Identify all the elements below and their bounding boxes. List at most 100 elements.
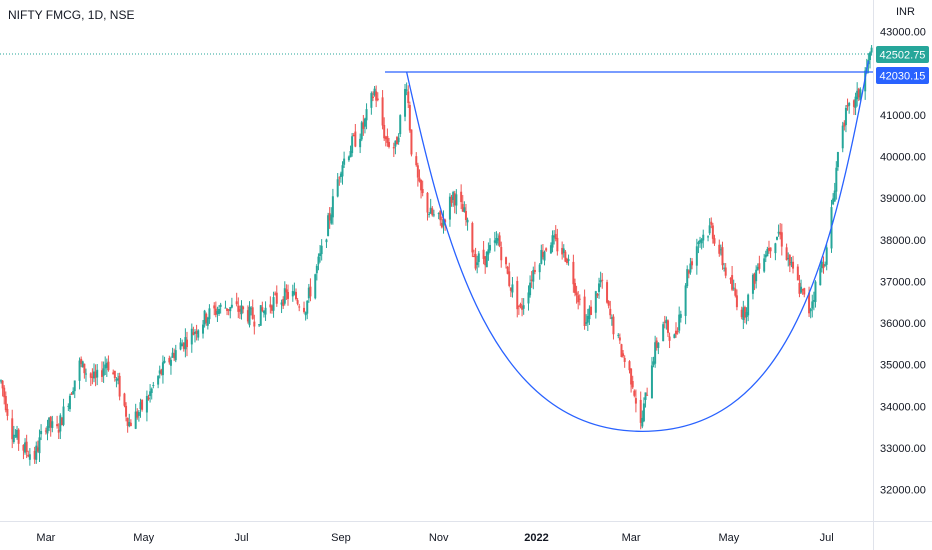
candle xyxy=(113,370,116,382)
candle xyxy=(500,241,503,268)
candle xyxy=(751,273,754,300)
candle xyxy=(251,299,254,320)
candle xyxy=(83,363,86,379)
candle xyxy=(328,207,331,229)
cup-curve[interactable] xyxy=(406,60,870,432)
candle xyxy=(16,425,19,440)
candle xyxy=(336,173,339,198)
candle xyxy=(161,355,164,384)
candle xyxy=(476,255,479,274)
candle xyxy=(618,333,621,345)
cup-drawings[interactable] xyxy=(385,60,873,432)
time-axis[interactable]: Mar May Jul Sep Nov 2022 Mar May Jul xyxy=(36,532,833,544)
candle xyxy=(695,238,698,275)
candle xyxy=(697,240,700,254)
chart-title: NIFTY FMCG, 1D, NSE xyxy=(8,8,134,22)
candle xyxy=(216,306,219,323)
price-axis[interactable]: 43000.0042000.0041000.0040000.0039000.00… xyxy=(880,27,926,497)
candle xyxy=(493,231,496,252)
candle xyxy=(650,357,653,399)
candle xyxy=(639,391,642,430)
candle xyxy=(495,231,498,246)
candle xyxy=(551,230,554,253)
candle xyxy=(428,212,431,218)
candle xyxy=(203,309,206,328)
candle xyxy=(408,101,411,133)
candle xyxy=(432,209,435,218)
candle xyxy=(293,282,296,296)
candle xyxy=(529,275,532,298)
candle xyxy=(418,169,421,183)
candle xyxy=(349,145,352,158)
candle xyxy=(634,389,637,413)
last-price-badge: 42502.75 xyxy=(876,46,929,63)
candle xyxy=(327,212,330,237)
candle xyxy=(868,51,871,69)
candle xyxy=(588,305,591,325)
candle xyxy=(484,256,487,274)
currency-label: INR xyxy=(896,6,915,18)
candle xyxy=(158,365,161,379)
candle xyxy=(185,331,188,357)
candle xyxy=(543,250,546,266)
candle xyxy=(774,242,777,261)
candle xyxy=(394,140,397,155)
candle xyxy=(453,190,456,214)
candle xyxy=(841,121,844,153)
candle xyxy=(157,374,160,389)
y-tick-label: 35000.00 xyxy=(880,360,926,372)
candle xyxy=(91,368,94,385)
candle xyxy=(375,85,378,108)
candle xyxy=(662,321,665,342)
candle xyxy=(800,279,803,294)
candle xyxy=(139,398,142,418)
candle xyxy=(652,356,655,368)
candle xyxy=(22,444,25,460)
candle xyxy=(227,309,230,316)
candle xyxy=(755,265,758,289)
candle xyxy=(416,162,419,187)
candle xyxy=(307,283,310,303)
candle xyxy=(179,337,182,351)
candle xyxy=(343,151,346,168)
candle xyxy=(206,316,209,330)
candle xyxy=(272,291,275,318)
y-tick-label: 39000.00 xyxy=(880,193,926,205)
candle xyxy=(540,244,543,265)
candle xyxy=(6,403,9,421)
candle xyxy=(78,357,81,390)
candle xyxy=(150,387,153,400)
candle xyxy=(181,339,184,347)
candle xyxy=(820,259,823,273)
candle xyxy=(291,284,294,302)
candle xyxy=(477,251,480,268)
candle xyxy=(145,390,148,422)
candle xyxy=(461,195,464,212)
candle xyxy=(631,375,634,390)
candle xyxy=(94,364,97,387)
candle xyxy=(174,344,177,363)
x-tick-label: Mar xyxy=(622,532,641,544)
candle xyxy=(115,377,118,388)
candle xyxy=(803,287,806,298)
candle xyxy=(317,253,320,271)
candle xyxy=(606,279,609,304)
candle xyxy=(107,355,110,372)
candle xyxy=(655,337,658,351)
candle xyxy=(141,399,144,412)
candle xyxy=(723,262,726,272)
candle xyxy=(780,223,783,256)
candle xyxy=(498,232,501,248)
candle xyxy=(38,429,41,463)
x-tick-label: Jul xyxy=(820,532,834,544)
candle xyxy=(575,285,578,304)
candle xyxy=(168,355,171,365)
candle xyxy=(3,385,6,405)
candle xyxy=(365,103,368,130)
candle xyxy=(678,306,681,334)
candle xyxy=(734,283,737,298)
candle xyxy=(89,372,92,386)
candle xyxy=(609,300,612,320)
candle xyxy=(296,297,299,306)
